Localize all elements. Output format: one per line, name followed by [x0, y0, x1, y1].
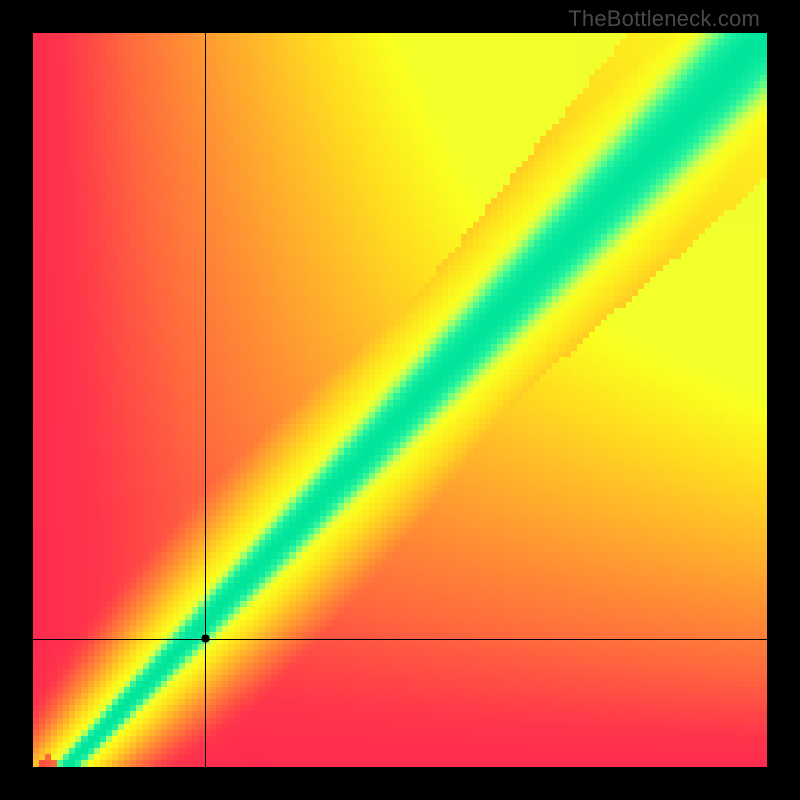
watermark-text: TheBottleneck.com — [568, 6, 760, 32]
bottleneck-heatmap — [33, 33, 767, 767]
plot-area — [33, 33, 767, 767]
chart-container: TheBottleneck.com — [0, 0, 800, 800]
